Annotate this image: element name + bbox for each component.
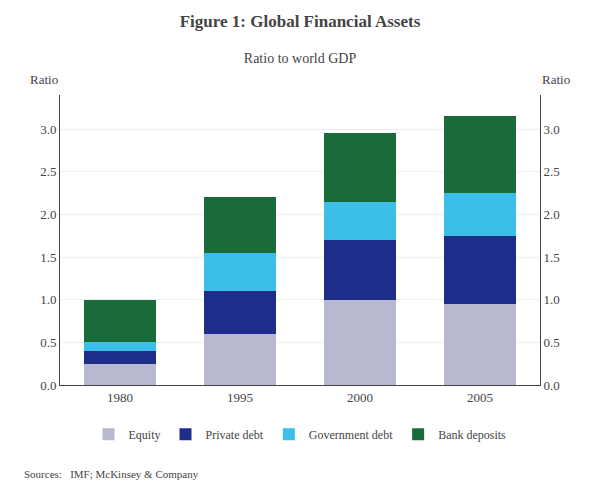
svg-text:2.5: 2.5	[544, 164, 560, 179]
svg-text:Ratio: Ratio	[30, 72, 58, 87]
svg-text:Ratio to world GDP: Ratio to world GDP	[244, 51, 357, 66]
svg-text:2.0: 2.0	[40, 207, 56, 222]
svg-text:2000: 2000	[347, 390, 373, 405]
svg-text:2005: 2005	[467, 390, 493, 405]
svg-text:3.0: 3.0	[40, 122, 56, 137]
svg-text:2.0: 2.0	[544, 207, 560, 222]
svg-text:0.0: 0.0	[544, 378, 560, 393]
svg-text:Government debt: Government debt	[309, 428, 393, 442]
svg-text:Equity: Equity	[129, 428, 161, 442]
svg-text:Sources: IMF; McKinsey & Com: Sources: IMF; McKinsey & Company	[24, 468, 199, 480]
svg-text:1.0: 1.0	[40, 292, 56, 307]
svg-text:0.5: 0.5	[40, 335, 56, 350]
svg-text:1.5: 1.5	[40, 250, 56, 265]
svg-text:0.0: 0.0	[40, 378, 56, 393]
svg-text:Figure 1: Global Financial Ass: Figure 1: Global Financial Assets	[180, 12, 421, 31]
svg-text:Private debt: Private debt	[206, 428, 264, 442]
svg-text:Ratio: Ratio	[542, 72, 570, 87]
svg-text:Bank deposits: Bank deposits	[438, 428, 506, 442]
svg-text:1.5: 1.5	[544, 250, 560, 265]
svg-text:0.5: 0.5	[544, 335, 560, 350]
svg-text:1.0: 1.0	[544, 292, 560, 307]
svg-text:1980: 1980	[107, 390, 133, 405]
svg-text:3.0: 3.0	[544, 122, 560, 137]
svg-text:1995: 1995	[227, 390, 253, 405]
svg-text:2.5: 2.5	[40, 164, 56, 179]
